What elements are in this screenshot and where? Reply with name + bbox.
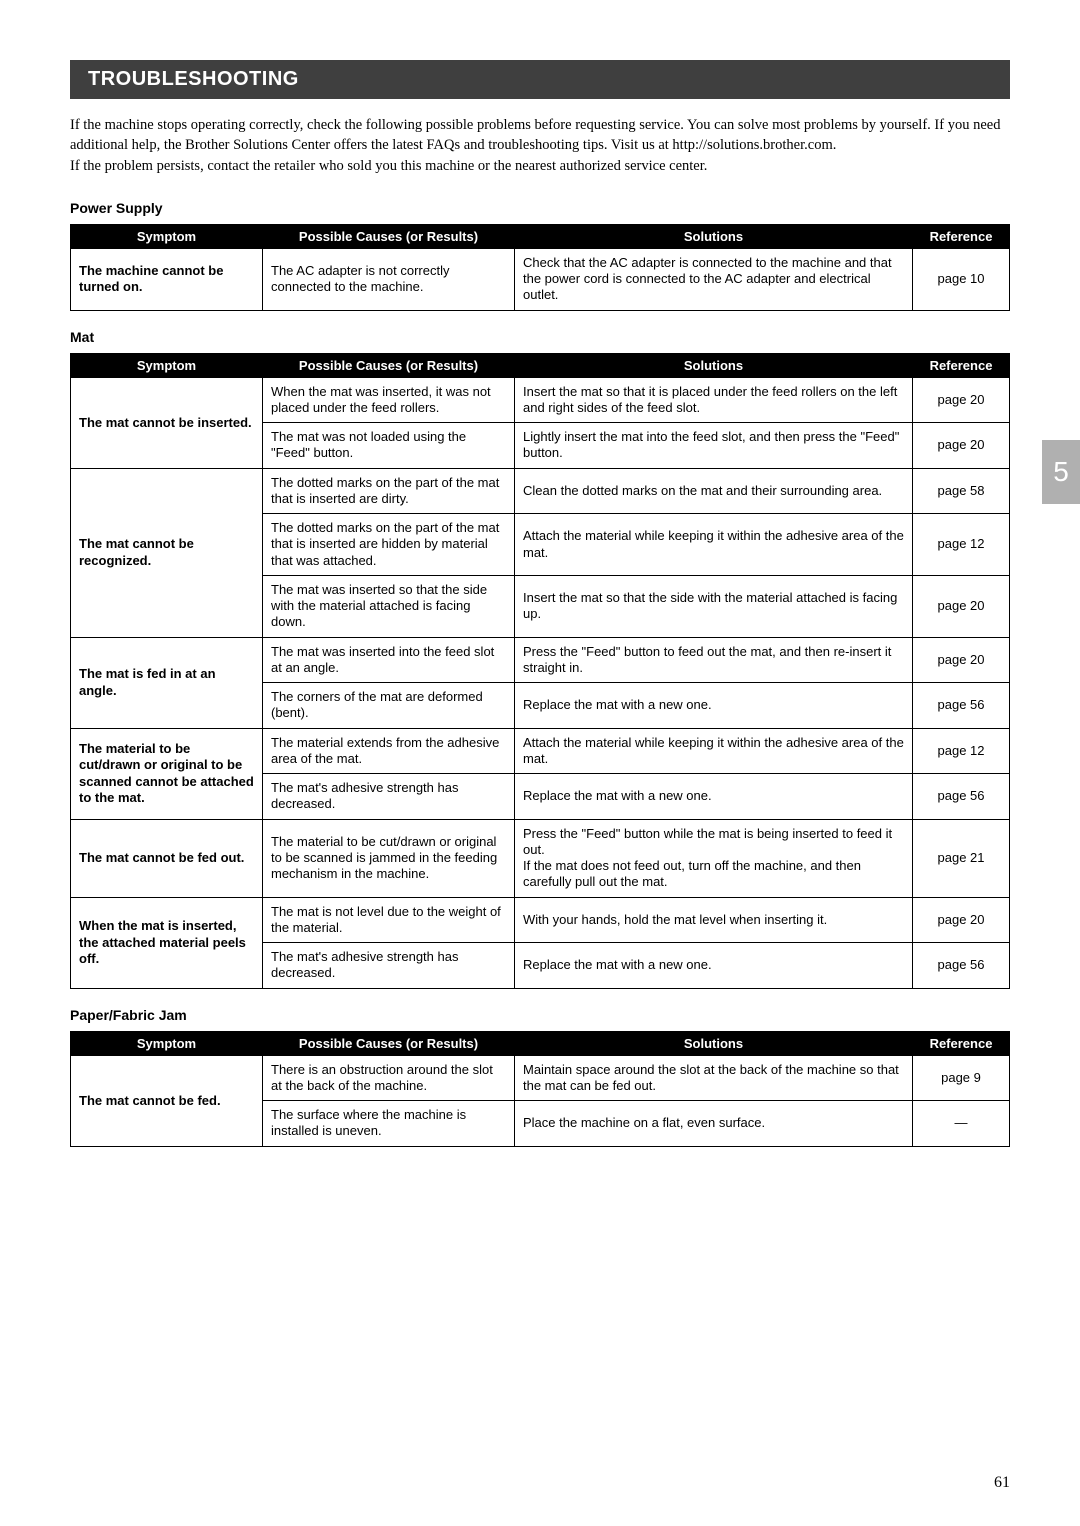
cause-cell: The mat's adhesive strength has decrease… (263, 774, 515, 820)
cause-cell: The mat is not level due to the weight o… (263, 897, 515, 943)
symptom-cell: The material to be cut/drawn or original… (71, 728, 263, 819)
symptom-cell: The mat cannot be inserted. (71, 377, 263, 468)
symptom-cell: The mat cannot be recognized. (71, 468, 263, 637)
cause-cell: There is an obstruction around the slot … (263, 1055, 515, 1101)
section-label: Power Supply (70, 200, 1010, 216)
cause-cell: The AC adapter is not correctly connecte… (263, 248, 515, 310)
reference-cell: page 12 (913, 728, 1010, 774)
col-header-cause: Possible Causes (or Results) (263, 224, 515, 248)
col-header-symptom: Symptom (71, 224, 263, 248)
troubleshooting-table: SymptomPossible Causes (or Results)Solut… (70, 353, 1010, 989)
troubleshooting-table: SymptomPossible Causes (or Results)Solut… (70, 224, 1010, 311)
sections-container: Power SupplySymptomPossible Causes (or R… (70, 200, 1010, 1147)
cause-cell: When the mat was inserted, it was not pl… (263, 377, 515, 423)
reference-cell: page 20 (913, 377, 1010, 423)
cause-cell: The dotted marks on the part of the mat … (263, 468, 515, 514)
table-row: The mat cannot be fed.There is an obstru… (71, 1055, 1010, 1101)
cause-cell: The mat was inserted into the feed slot … (263, 637, 515, 683)
solution-cell: Check that the AC adapter is connected t… (515, 248, 913, 310)
cause-cell: The mat was not loaded using the "Feed" … (263, 423, 515, 469)
table-row: The mat cannot be recognized.The dotted … (71, 468, 1010, 514)
reference-cell: page 21 (913, 819, 1010, 897)
col-header-solution: Solutions (515, 224, 913, 248)
reference-cell: page 56 (913, 943, 1010, 989)
solution-cell: Replace the mat with a new one. (515, 683, 913, 729)
reference-cell: page 12 (913, 514, 1010, 576)
solution-cell: Attach the material while keeping it wit… (515, 514, 913, 576)
cause-cell: The dotted marks on the part of the mat … (263, 514, 515, 576)
col-header-cause: Possible Causes (or Results) (263, 353, 515, 377)
symptom-cell: The mat is fed in at an angle. (71, 637, 263, 728)
solution-cell: Replace the mat with a new one. (515, 774, 913, 820)
solution-cell: Attach the material while keeping it wit… (515, 728, 913, 774)
intro-text: If the machine stops operating correctly… (70, 115, 1010, 176)
solution-cell: Press the "Feed" button while the mat is… (515, 819, 913, 897)
reference-cell: — (913, 1101, 1010, 1147)
col-header-symptom: Symptom (71, 353, 263, 377)
solution-cell: Clean the dotted marks on the mat and th… (515, 468, 913, 514)
symptom-cell: When the mat is inserted, the attached m… (71, 897, 263, 988)
cause-cell: The surface where the machine is install… (263, 1101, 515, 1147)
symptom-cell: The mat cannot be fed out. (71, 819, 263, 897)
table-row: The mat is fed in at an angle.The mat wa… (71, 637, 1010, 683)
reference-cell: page 20 (913, 637, 1010, 683)
col-header-reference: Reference (913, 353, 1010, 377)
table-row: The material to be cut/drawn or original… (71, 728, 1010, 774)
symptom-cell: The mat cannot be fed. (71, 1055, 263, 1146)
solution-cell: With your hands, hold the mat level when… (515, 897, 913, 943)
reference-cell: page 56 (913, 683, 1010, 729)
reference-cell: page 20 (913, 897, 1010, 943)
cause-cell: The material to be cut/drawn or original… (263, 819, 515, 897)
table-row: The mat cannot be fed out.The material t… (71, 819, 1010, 897)
reference-cell: page 20 (913, 423, 1010, 469)
col-header-symptom: Symptom (71, 1031, 263, 1055)
page: TROUBLESHOOTING If the machine stops ope… (0, 0, 1080, 1526)
reference-cell: page 56 (913, 774, 1010, 820)
solution-cell: Insert the mat so that the side with the… (515, 575, 913, 637)
cause-cell: The material extends from the adhesive a… (263, 728, 515, 774)
col-header-reference: Reference (913, 224, 1010, 248)
chapter-tab: 5 (1042, 440, 1080, 504)
solution-cell: Replace the mat with a new one. (515, 943, 913, 989)
reference-cell: page 9 (913, 1055, 1010, 1101)
table-row: The machine cannot be turned on.The AC a… (71, 248, 1010, 310)
reference-cell: page 20 (913, 575, 1010, 637)
reference-cell: page 58 (913, 468, 1010, 514)
section-label: Paper/Fabric Jam (70, 1007, 1010, 1023)
col-header-cause: Possible Causes (or Results) (263, 1031, 515, 1055)
symptom-cell: The machine cannot be turned on. (71, 248, 263, 310)
section-label: Mat (70, 329, 1010, 345)
cause-cell: The corners of the mat are deformed (ben… (263, 683, 515, 729)
col-header-solution: Solutions (515, 353, 913, 377)
solution-cell: Press the "Feed" button to feed out the … (515, 637, 913, 683)
table-row: The mat cannot be inserted.When the mat … (71, 377, 1010, 423)
troubleshooting-table: SymptomPossible Causes (or Results)Solut… (70, 1031, 1010, 1147)
solution-cell: Insert the mat so that it is placed unde… (515, 377, 913, 423)
reference-cell: page 10 (913, 248, 1010, 310)
col-header-reference: Reference (913, 1031, 1010, 1055)
cause-cell: The mat was inserted so that the side wi… (263, 575, 515, 637)
table-row: When the mat is inserted, the attached m… (71, 897, 1010, 943)
solution-cell: Place the machine on a flat, even surfac… (515, 1101, 913, 1147)
page-title: TROUBLESHOOTING (70, 60, 1010, 99)
page-number: 61 (994, 1474, 1010, 1492)
col-header-solution: Solutions (515, 1031, 913, 1055)
solution-cell: Maintain space around the slot at the ba… (515, 1055, 913, 1101)
cause-cell: The mat's adhesive strength has decrease… (263, 943, 515, 989)
solution-cell: Lightly insert the mat into the feed slo… (515, 423, 913, 469)
